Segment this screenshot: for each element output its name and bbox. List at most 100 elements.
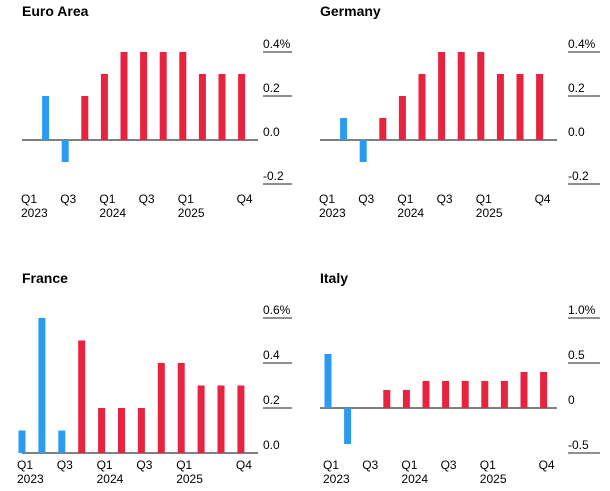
- bar: [238, 74, 246, 140]
- bar: [402, 390, 410, 408]
- bar: [324, 354, 332, 408]
- y-tick-label: 0.0: [263, 438, 280, 452]
- x-tick-label: Q3: [57, 458, 73, 472]
- x-tick-label: Q1: [480, 458, 496, 472]
- bar: [359, 140, 367, 162]
- x-tick-label: Q3: [362, 458, 378, 472]
- x-tick-label: Q4: [236, 458, 252, 472]
- y-tick-label: -0.5: [568, 438, 589, 452]
- x-tick-year-label: 2023: [319, 206, 346, 220]
- chart-title: Germany: [320, 3, 381, 19]
- x-tick-label: Q1: [476, 192, 492, 206]
- bar: [418, 74, 426, 140]
- x-tick-year-label: 2024: [401, 472, 428, 486]
- bar: [500, 381, 508, 408]
- x-tick-label: Q1: [323, 458, 339, 472]
- x-tick-label: Q3: [437, 192, 453, 206]
- x-tick-label: Q3: [441, 458, 457, 472]
- bar: [540, 372, 548, 408]
- y-tick-label: 0.2: [568, 81, 585, 95]
- bar: [120, 52, 128, 140]
- bar: [179, 52, 187, 140]
- bar: [81, 96, 89, 140]
- y-tick-label: 0.5: [568, 348, 585, 362]
- bar: [379, 118, 387, 140]
- bar: [496, 74, 504, 140]
- x-tick-year-label: 2024: [97, 472, 124, 486]
- bar: [159, 52, 167, 140]
- bar: [100, 74, 108, 140]
- bar: [438, 52, 446, 140]
- bar: [344, 408, 352, 444]
- x-tick-year-label: 2024: [99, 206, 126, 220]
- bar: [520, 372, 528, 408]
- bar: [177, 363, 185, 453]
- x-tick-label: Q1: [97, 458, 113, 472]
- bar: [477, 52, 485, 140]
- y-tick-label: 0.6%: [263, 303, 291, 317]
- bar: [98, 408, 106, 453]
- x-tick-year-label: 2025: [476, 206, 503, 220]
- x-tick-label: Q3: [358, 192, 374, 206]
- y-tick-label: 1.0%: [568, 303, 596, 317]
- bar: [481, 381, 489, 408]
- bar: [198, 74, 206, 140]
- y-tick-label: 0.2: [263, 393, 280, 407]
- bar: [536, 74, 544, 140]
- x-tick-label: Q1: [319, 192, 335, 206]
- bar: [461, 381, 469, 408]
- x-tick-label: Q3: [136, 458, 152, 472]
- bar: [61, 140, 69, 162]
- y-tick-label: 0.4%: [263, 37, 291, 51]
- y-tick-label: -0.2: [263, 169, 284, 183]
- bar: [237, 385, 245, 453]
- y-tick-label: 0.0: [568, 125, 585, 139]
- x-tick-label: Q4: [539, 458, 555, 472]
- chart-title: Italy: [320, 270, 348, 286]
- y-tick-label: 0.2: [263, 81, 280, 95]
- chart-title: France: [22, 270, 68, 286]
- bar: [118, 408, 125, 453]
- bar: [457, 52, 465, 140]
- bar: [340, 118, 348, 140]
- y-tick-label: 0: [568, 393, 575, 407]
- bar: [442, 381, 450, 408]
- bar: [157, 363, 165, 453]
- bar: [42, 96, 50, 140]
- x-tick-year-label: 2023: [323, 472, 350, 486]
- x-tick-year-label: 2024: [397, 206, 424, 220]
- bar: [218, 74, 226, 140]
- x-tick-label: Q1: [176, 458, 192, 472]
- x-tick-label: Q4: [535, 192, 551, 206]
- x-tick-label: Q3: [60, 192, 76, 206]
- x-tick-label: Q1: [401, 458, 417, 472]
- y-tick-label: -0.2: [568, 169, 589, 183]
- bar: [78, 340, 86, 453]
- chart-title: Euro Area: [22, 3, 89, 19]
- x-tick-year-label: 2025: [480, 472, 507, 486]
- x-tick-label: Q1: [17, 458, 33, 472]
- bar: [38, 318, 46, 453]
- y-tick-label: 0.4: [263, 348, 280, 362]
- bar: [18, 430, 26, 453]
- x-tick-year-label: 2025: [178, 206, 205, 220]
- bar: [140, 52, 148, 140]
- x-tick-label: Q3: [139, 192, 155, 206]
- x-tick-label: Q1: [178, 192, 194, 206]
- bar: [217, 385, 225, 453]
- bar: [398, 96, 406, 140]
- x-tick-label: Q1: [99, 192, 115, 206]
- y-tick-label: 0.4%: [568, 37, 596, 51]
- x-tick-label: Q1: [21, 192, 37, 206]
- x-tick-label: Q1: [397, 192, 413, 206]
- x-tick-label: Q4: [237, 192, 253, 206]
- y-tick-label: 0.0: [263, 125, 280, 139]
- x-tick-year-label: 2023: [21, 206, 48, 220]
- x-tick-year-label: 2025: [176, 472, 203, 486]
- bar: [422, 381, 430, 408]
